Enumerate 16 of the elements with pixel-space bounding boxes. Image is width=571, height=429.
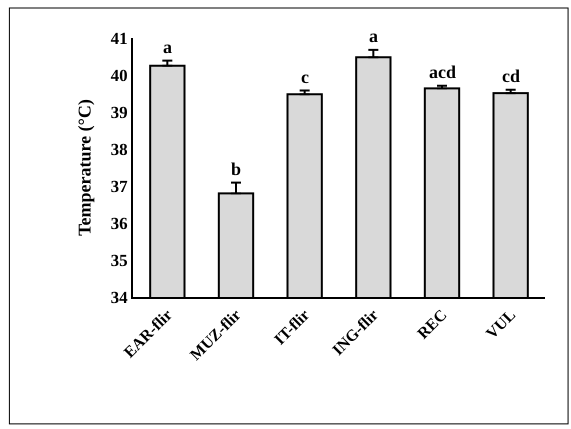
y-tick-label: 41 (110, 28, 128, 48)
annotation: b (231, 159, 242, 179)
y-tick-label: 40 (110, 66, 128, 85)
y-tick-label: 35 (110, 250, 128, 270)
y-tick-label: 39 (110, 102, 128, 122)
annotation: a (163, 37, 172, 57)
y-axis-title: Temperature (°C) (74, 99, 94, 236)
y-tick-label: 37 (110, 176, 128, 196)
y-tick-label: 36 (110, 214, 128, 233)
annotation: acd (429, 62, 456, 82)
annotation: c (301, 67, 309, 87)
annotation: a (369, 26, 378, 46)
annotation: cd (502, 66, 520, 86)
y-tick-label: 34 (110, 288, 128, 307)
y-tick-label: 38 (110, 140, 128, 159)
x-tick-label: VUL (483, 306, 520, 343)
